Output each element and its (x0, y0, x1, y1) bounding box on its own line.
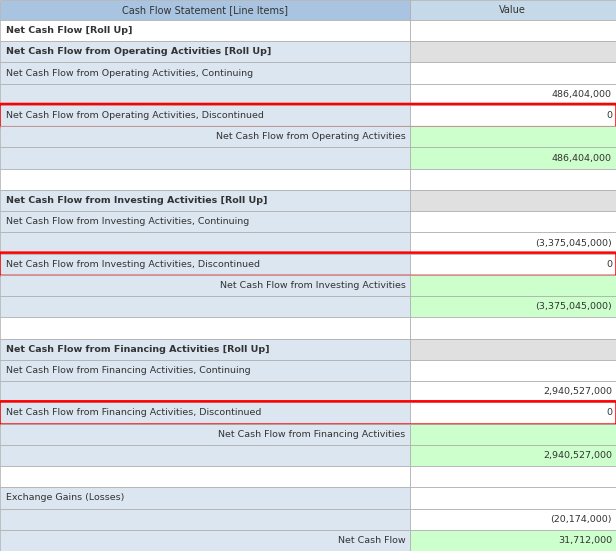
Bar (0, 360, 410, 381)
Text: Net Cash Flow from Operating Activities, Continuing: Net Cash Flow from Operating Activities,… (6, 69, 253, 78)
Text: 0: 0 (606, 408, 612, 418)
Bar (410, 487, 616, 509)
Bar (0, 105, 410, 126)
Bar (0, 402, 410, 424)
Bar (0, 424, 410, 445)
Bar (410, 148, 616, 169)
Bar (410, 20, 616, 41)
Text: (3,375,045,000): (3,375,045,000) (535, 239, 612, 247)
Bar (410, 317, 616, 339)
Bar (0, 487, 410, 509)
Bar (0, 275, 410, 296)
Bar (410, 466, 616, 487)
Text: 486,404,000: 486,404,000 (552, 154, 612, 163)
Text: Net Cash Flow from Investing Activities: Net Cash Flow from Investing Activities (220, 281, 406, 290)
Text: Net Cash Flow from Operating Activities: Net Cash Flow from Operating Activities (216, 132, 406, 141)
Bar (410, 41, 616, 62)
Text: Net Cash Flow from Investing Activities [Roll Up]: Net Cash Flow from Investing Activities … (6, 196, 267, 205)
Bar (410, 105, 616, 126)
Bar (410, 402, 616, 424)
Text: 486,404,000: 486,404,000 (552, 90, 612, 99)
Bar (0, 509, 410, 530)
Text: Net Cash Flow from Operating Activities [Roll Up]: Net Cash Flow from Operating Activities … (6, 47, 272, 56)
Text: 2,940,527,000: 2,940,527,000 (543, 387, 612, 396)
Text: Net Cash Flow from Operating Activities, Discontinued: Net Cash Flow from Operating Activities,… (6, 111, 264, 120)
Bar (410, 275, 616, 296)
Text: (20,174,000): (20,174,000) (551, 515, 612, 523)
Bar (410, 360, 616, 381)
Bar (0, 62, 410, 84)
Bar (410, 296, 616, 317)
Bar (410, 424, 616, 445)
Text: Value: Value (500, 5, 526, 15)
Text: Net Cash Flow from Financing Activities, Discontinued: Net Cash Flow from Financing Activities,… (6, 408, 261, 418)
Bar (410, 233, 616, 253)
Bar (410, 190, 616, 211)
Bar (0, 339, 410, 360)
Bar (410, 445, 616, 466)
Bar (410, 84, 616, 105)
Text: (3,375,045,000): (3,375,045,000) (535, 302, 612, 311)
Text: Net Cash Flow: Net Cash Flow (338, 536, 406, 545)
Text: Net Cash Flow from Investing Activities, Continuing: Net Cash Flow from Investing Activities,… (6, 217, 249, 226)
Bar (0, 296, 410, 317)
Bar (0, 466, 410, 487)
Bar (0, 126, 410, 148)
Text: 0: 0 (606, 111, 612, 120)
Bar (410, 509, 616, 530)
Bar (410, 253, 616, 275)
Bar (410, 126, 616, 148)
Bar (410, 0, 616, 20)
Bar (410, 62, 616, 84)
Bar (0, 148, 410, 169)
Text: Exchange Gains (Losses): Exchange Gains (Losses) (6, 493, 124, 503)
Text: 0: 0 (606, 260, 612, 269)
Bar (0, 20, 410, 41)
Bar (0, 317, 410, 339)
Bar (0, 190, 410, 211)
Bar (0, 41, 410, 62)
Text: Net Cash Flow from Investing Activities, Discontinued: Net Cash Flow from Investing Activities,… (6, 260, 260, 269)
Bar (0, 84, 410, 105)
Bar (0, 169, 410, 190)
Bar (0, 381, 410, 402)
Text: Net Cash Flow [Roll Up]: Net Cash Flow [Roll Up] (6, 26, 132, 35)
Bar (0, 253, 410, 275)
Text: Net Cash Flow from Financing Activities, Continuing: Net Cash Flow from Financing Activities,… (6, 366, 251, 375)
Text: Net Cash Flow from Financing Activities [Roll Up]: Net Cash Flow from Financing Activities … (6, 345, 270, 354)
Text: 31,712,000: 31,712,000 (558, 536, 612, 545)
Bar (410, 169, 616, 190)
Bar (0, 233, 410, 253)
Bar (0, 530, 410, 551)
Bar (410, 381, 616, 402)
Text: Cash Flow Statement [Line Items]: Cash Flow Statement [Line Items] (122, 5, 288, 15)
Bar (410, 339, 616, 360)
Bar (410, 211, 616, 233)
Bar (0, 445, 410, 466)
Bar (410, 530, 616, 551)
Bar (0, 0, 410, 20)
Bar (0, 211, 410, 233)
Text: 2,940,527,000: 2,940,527,000 (543, 451, 612, 460)
Text: Net Cash Flow from Financing Activities: Net Cash Flow from Financing Activities (219, 430, 406, 439)
